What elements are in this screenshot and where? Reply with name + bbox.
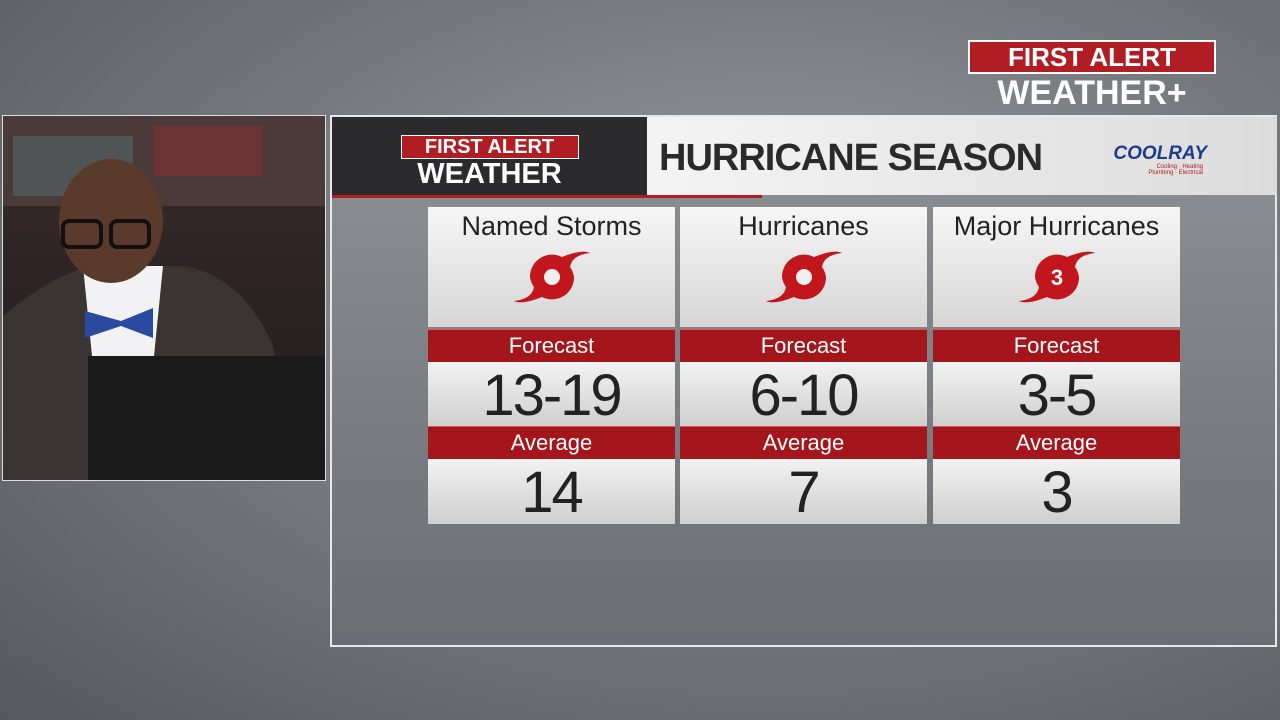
- column-header: Hurricanes: [680, 207, 927, 327]
- forecast-value: 13-19: [428, 362, 675, 428]
- sponsor-tagline: Cooling · Heating Plumbing · Electrical: [1148, 164, 1203, 176]
- forecast-value: 3-5: [933, 362, 1180, 428]
- storm-icon: [765, 251, 842, 303]
- graphic-panel: FIRST ALERT WEATHER HURRICANE SEASON COO…: [330, 115, 1277, 647]
- station-logo: FIRST ALERT WEATHER+: [968, 40, 1216, 112]
- forecast-label: Forecast: [933, 329, 1180, 362]
- average-value: 7: [680, 459, 927, 525]
- storm-icon: 3: [1018, 251, 1095, 303]
- column-header: Major Hurricanes 3: [933, 207, 1180, 327]
- storm-eye: [543, 269, 560, 285]
- column-name: Named Storms: [461, 211, 642, 241]
- average-label: Average: [428, 426, 675, 459]
- logo-line: FIRST ALERT: [968, 40, 1216, 74]
- storm-eye: [1043, 264, 1070, 290]
- logo-line: FIRST ALERT: [400, 135, 579, 159]
- panel-logo: FIRST ALERT WEATHER: [332, 117, 647, 195]
- panel-header: HURRICANE SEASON COOLRAY Cooling · Heati…: [647, 117, 1277, 195]
- forecast-value: 6-10: [680, 362, 927, 428]
- panel-title: HURRICANE SEASON: [659, 137, 1043, 179]
- average-label: Average: [680, 426, 927, 459]
- column-name: Hurricanes: [738, 211, 869, 241]
- header-rule: [332, 195, 762, 198]
- logo-line: WEATHER: [417, 158, 562, 190]
- stat-column: Hurricanes Forecast 6-10 Average 7: [680, 207, 927, 525]
- average-value: 14: [428, 459, 675, 525]
- column-header: Named Storms: [428, 207, 675, 327]
- average-value: 3: [933, 459, 1180, 525]
- average-label: Average: [933, 426, 1180, 459]
- column-name: Major Hurricanes: [953, 211, 1160, 241]
- forecast-label: Forecast: [680, 329, 927, 362]
- storm-icon: [513, 251, 590, 303]
- stat-column: Named Storms Forecast 13-19 Average 14: [428, 207, 675, 525]
- storm-category: 3: [1050, 265, 1062, 290]
- presenter-figure: [3, 116, 325, 480]
- logo-line: WEATHER+: [997, 74, 1187, 112]
- sponsor-logo: COOLRAY: [1113, 143, 1207, 164]
- stat-column: Major Hurricanes 3 Forecast 3-5 Average 3: [933, 207, 1180, 525]
- presenter-video: [2, 115, 326, 481]
- storm-eye: [795, 269, 812, 285]
- forecast-label: Forecast: [428, 329, 675, 362]
